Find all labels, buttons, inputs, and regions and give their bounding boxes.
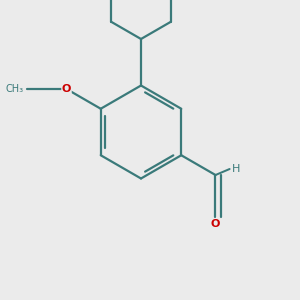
Text: CH₃: CH₃ [6, 84, 24, 94]
Text: H: H [232, 164, 240, 174]
Text: O: O [62, 84, 71, 94]
Text: O: O [211, 219, 220, 230]
